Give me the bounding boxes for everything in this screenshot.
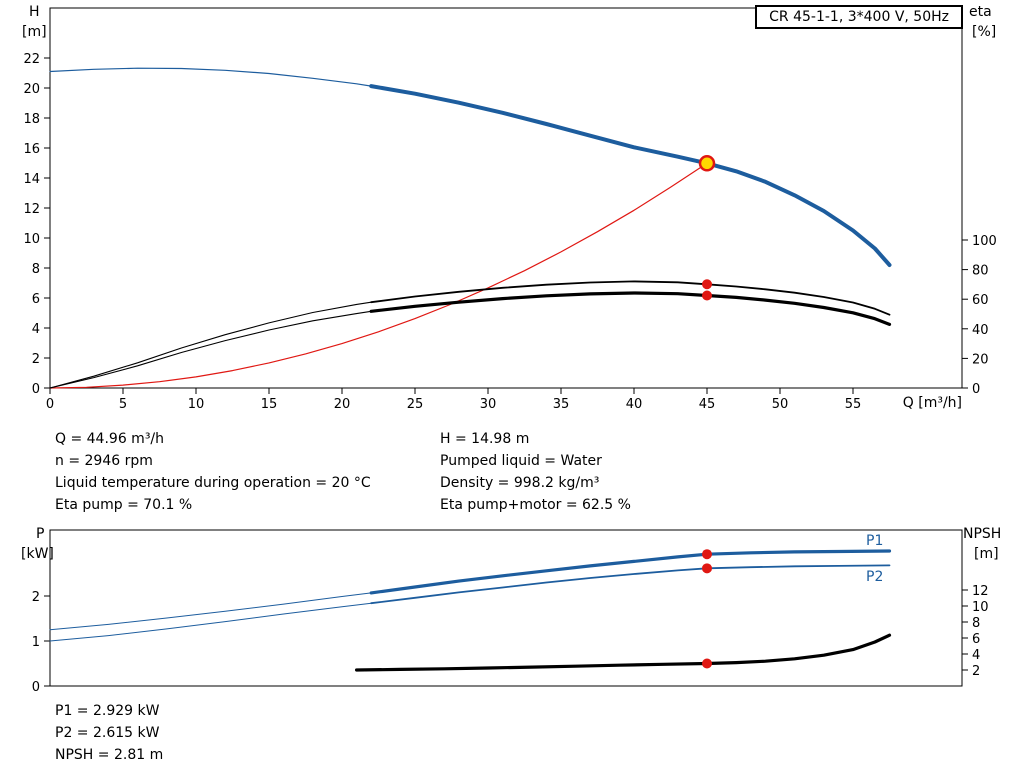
x-axis-tick-label: 0 xyxy=(46,397,54,412)
right-axis-tick-label: 8 xyxy=(972,616,980,631)
curve-eta-pump xyxy=(49,301,372,389)
x-axis-tick-label: 5 xyxy=(119,397,127,412)
info-eta-pump-motor: Eta pump+motor = 62.5 % xyxy=(440,497,631,513)
p1-curve-label: P1 xyxy=(866,533,884,549)
curve-eta-pump-motor xyxy=(369,291,892,326)
value-dot-marker xyxy=(702,563,712,574)
npsh-axis-title: NPSH xyxy=(963,526,1002,542)
npsh-axis-unit: [m] xyxy=(974,546,999,562)
right-axis-tick-label: 0 xyxy=(972,382,980,397)
left-axis-tick-label: 0 xyxy=(32,680,40,695)
x-axis-tick-label: 35 xyxy=(553,397,570,412)
x-axis-tick-label: 50 xyxy=(772,397,789,412)
power-axis-title: P xyxy=(36,526,45,542)
left-axis-tick-label: 16 xyxy=(23,142,40,157)
info-density: Density = 998.2 kg/m³ xyxy=(440,475,600,491)
left-axis-tick-label: 22 xyxy=(23,52,40,67)
x-axis-tick-label: 20 xyxy=(334,397,351,412)
right-axis-tick-label: 6 xyxy=(972,632,980,647)
right-axis-tick-label: 20 xyxy=(972,352,989,367)
head-efficiency-chart: 0 2 4 6 8 10 12 14 16 18 20 22 0 20 40 60 80 100 0 5 10 15 20 2… xyxy=(23,7,997,412)
info-head: H = 14.98 m xyxy=(440,431,530,447)
curve-head xyxy=(369,84,892,267)
flow-axis-title: Q [m³/h] xyxy=(902,395,962,411)
right-axis-tick-label: 80 xyxy=(972,264,989,279)
value-dot-marker xyxy=(702,549,712,560)
info-eta-pump: Eta pump = 70.1 % xyxy=(55,497,193,513)
curve-eta-pump xyxy=(370,280,891,316)
p2-curve-label: P2 xyxy=(866,569,884,585)
left-axis-tick-label: 14 xyxy=(23,172,40,187)
left-axis-tick-label: 10 xyxy=(23,232,40,247)
right-axis-tick-label: 2 xyxy=(972,664,980,679)
curve-p1 xyxy=(369,549,892,595)
left-axis-tick-label: 2 xyxy=(32,352,40,367)
curve-p2 xyxy=(370,564,891,605)
left-axis-tick-label: 0 xyxy=(32,382,40,397)
left-axis-tick-label: 20 xyxy=(23,82,40,97)
right-axis-tick-label: 10 xyxy=(972,600,989,615)
value-dot-marker xyxy=(702,279,712,290)
x-axis-tick-label: 10 xyxy=(188,397,205,412)
curve-eta-pump-motor xyxy=(49,310,372,389)
head-axis-unit: [m] xyxy=(22,24,47,40)
duty-info-bottom: P1 = 2.929 kW P2 = 2.615 kW NPSH = 2.81 … xyxy=(55,700,163,766)
value-dot-marker xyxy=(702,658,712,669)
curve-system-curve xyxy=(49,162,708,389)
right-axis-tick-label: 100 xyxy=(972,234,997,249)
eta-axis-title: eta xyxy=(969,4,992,20)
left-axis-tick-label: 18 xyxy=(23,112,40,127)
info-npsh: NPSH = 2.81 m xyxy=(55,747,164,763)
plot-frame xyxy=(49,529,963,687)
duty-point-marker xyxy=(698,155,716,172)
left-axis-tick-label: 1 xyxy=(32,635,40,650)
x-axis-tick-label: 45 xyxy=(699,397,716,412)
eta-axis-unit: [%] xyxy=(972,24,997,40)
info-p2: P2 = 2.615 kW xyxy=(55,725,160,741)
curve-p2 xyxy=(49,602,372,642)
curve-npsh xyxy=(355,633,892,672)
plot-frame xyxy=(49,7,963,389)
left-axis-tick-label: 12 xyxy=(23,202,40,217)
x-axis-tick-label: 15 xyxy=(261,397,278,412)
x-axis-tick-label: 55 xyxy=(845,397,862,412)
value-dot-marker xyxy=(702,290,712,301)
info-temperature: Liquid temperature during operation = 20… xyxy=(55,475,371,491)
info-speed: n = 2946 rpm xyxy=(55,453,153,469)
info-flow: Q = 44.96 m³/h xyxy=(55,431,165,447)
power-axis-unit: [kW] xyxy=(21,546,54,562)
left-axis-tick-label: 8 xyxy=(32,262,40,277)
pump-title-box: CR 45-1-1, 3*400 V, 50Hz xyxy=(755,5,963,29)
info-liquid: Pumped liquid = Water xyxy=(440,453,602,469)
duty-info-right: H = 14.98 m Pumped liquid = Water Densit… xyxy=(440,428,631,516)
right-axis-tick-label: 12 xyxy=(972,584,989,599)
x-axis-tick-label: 30 xyxy=(480,397,497,412)
left-axis-tick-label: 2 xyxy=(32,590,40,605)
curve-p1 xyxy=(49,592,372,631)
left-axis-tick-label: 6 xyxy=(32,292,40,307)
duty-info-left: Q = 44.96 m³/h n = 2946 rpm Liquid tempe… xyxy=(55,428,371,516)
x-axis-tick-label: 40 xyxy=(626,397,643,412)
left-axis-tick-label: 4 xyxy=(32,322,40,337)
info-p1: P1 = 2.929 kW xyxy=(55,703,160,719)
curve-head xyxy=(49,67,372,87)
right-axis-tick-label: 4 xyxy=(972,648,980,663)
head-axis-title: H xyxy=(29,4,40,20)
x-axis-tick-label: 25 xyxy=(407,397,424,412)
right-axis-tick-label: 40 xyxy=(972,323,989,338)
right-axis-tick-label: 60 xyxy=(972,293,989,308)
